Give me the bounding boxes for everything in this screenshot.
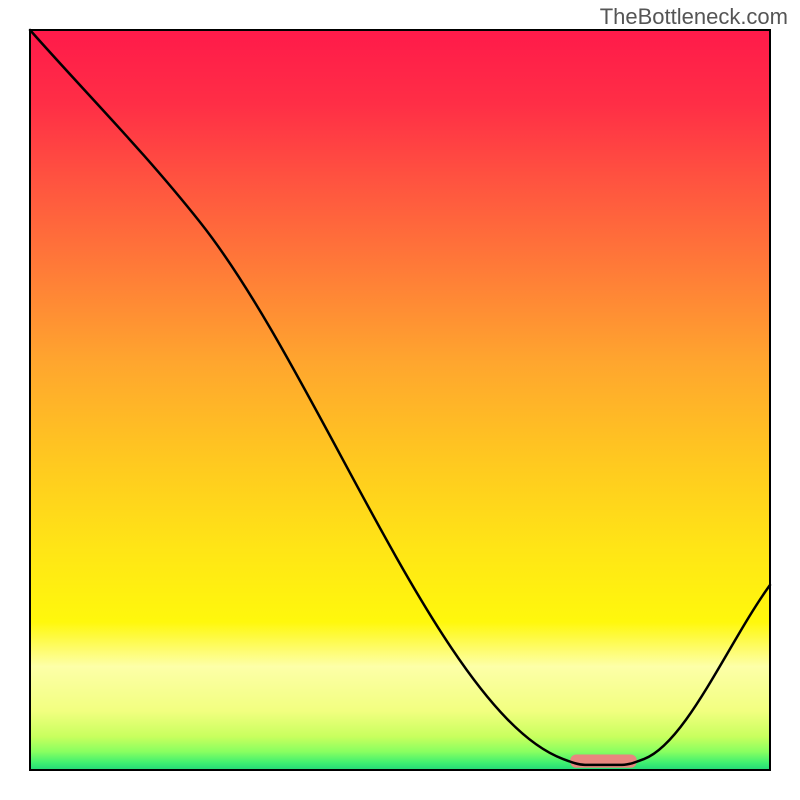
chart-container: TheBottleneck.com [0,0,800,800]
watermark-text: TheBottleneck.com [600,4,788,30]
bottleneck-chart [0,0,800,800]
plot-background [30,30,770,770]
